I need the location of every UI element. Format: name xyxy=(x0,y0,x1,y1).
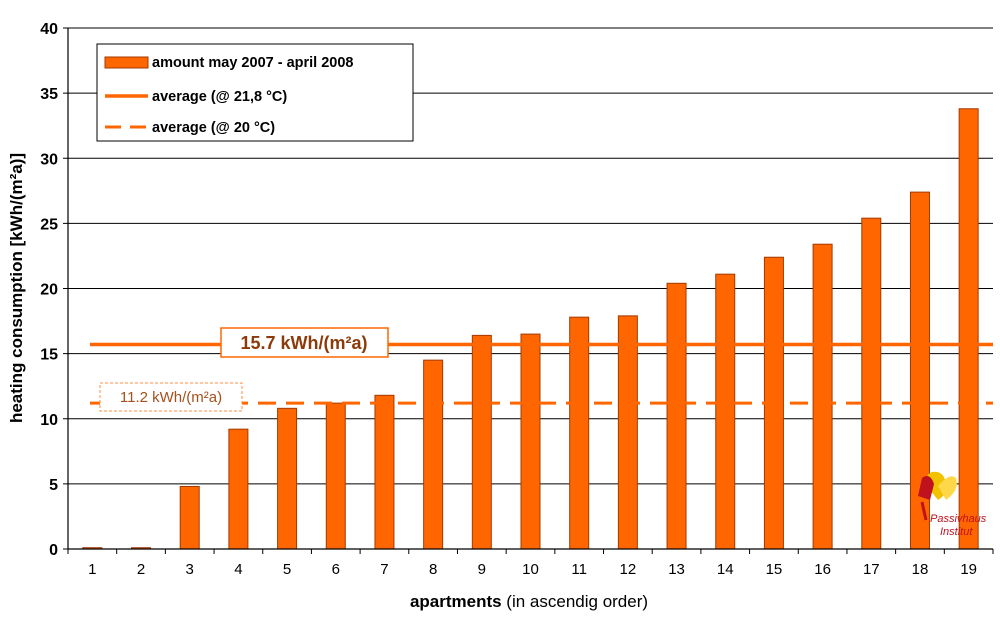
axes xyxy=(67,28,994,554)
x-tick-label: 19 xyxy=(960,561,977,578)
x-tick-label: 5 xyxy=(283,561,291,578)
x-tick-label: 3 xyxy=(186,561,194,578)
y-tick-label: 5 xyxy=(49,477,58,494)
avg-label-21-8: 15.7 kWh/(m²a) xyxy=(220,327,389,358)
y-tick-label: 10 xyxy=(40,412,58,429)
bar xyxy=(617,315,638,550)
y-axis-title: heating consumption [kWh/(m²a)] xyxy=(7,153,26,423)
x-axis-title-bold: apartments xyxy=(410,592,502,611)
x-axis-title: apartments (in ascendig order) xyxy=(410,592,648,611)
x-tick-label: 15 xyxy=(766,561,783,578)
x-tick-label: 12 xyxy=(620,561,637,578)
bars xyxy=(82,108,979,550)
x-tick-label: 8 xyxy=(429,561,437,578)
bar xyxy=(423,359,444,550)
avg-label-20-box xyxy=(99,382,243,412)
x-tick-label: 2 xyxy=(137,561,145,578)
legend-label-avg-21-8: average (@ 21,8 °C) xyxy=(152,89,287,105)
x-tick-label: 11 xyxy=(571,561,587,578)
bar xyxy=(812,243,833,550)
x-tick-label: 6 xyxy=(332,561,340,578)
logo-text-line1: Passivhaus xyxy=(930,513,987,525)
y-tick-label: 30 xyxy=(40,151,58,168)
x-tick-label: 17 xyxy=(863,561,880,578)
x-tick-label: 16 xyxy=(814,561,831,578)
y-tick-label: 0 xyxy=(49,542,58,559)
bar xyxy=(569,316,590,550)
x-tick-labels: 1 2 3 4 5 6 7 8 9 10 11 12 13 14 15 16 17 18 19 xyxy=(88,561,977,578)
logo-text-line2: Institut xyxy=(940,526,973,538)
x-tick-label: 10 xyxy=(522,561,539,578)
x-axis-title-rest: (in ascendig order) xyxy=(502,592,648,611)
y-tick-label: 40 xyxy=(40,21,58,38)
y-tick-label: 15 xyxy=(40,347,58,364)
bar xyxy=(520,333,541,550)
avg-label-20-text: 11.2 kWh/(m²a) xyxy=(120,389,222,406)
bar xyxy=(277,407,298,550)
bar xyxy=(958,108,979,550)
bar xyxy=(325,402,346,550)
avg-label-21-8-text: 15.7 kWh/(m²a) xyxy=(240,333,367,353)
x-tick-label: 1 xyxy=(88,561,96,578)
x-tick-label: 7 xyxy=(380,561,388,578)
x-tick-label: 4 xyxy=(234,561,242,578)
bar xyxy=(374,394,395,550)
bar xyxy=(666,282,687,550)
y-tick-label: 25 xyxy=(40,216,58,233)
y-tick-label: 35 xyxy=(40,86,58,103)
x-tick-label: 13 xyxy=(668,561,685,578)
avg-label-21-8-box xyxy=(220,327,389,358)
bar xyxy=(179,485,200,550)
bar xyxy=(471,334,492,550)
avg-label-20: 11.2 kWh/(m²a) xyxy=(99,382,243,412)
legend-label-avg-20: average (@ 20 °C) xyxy=(152,120,275,136)
bar xyxy=(228,428,249,550)
bar xyxy=(715,273,736,550)
legend-label-amount: amount may 2007 - april 2008 xyxy=(152,55,354,71)
passivhaus-logo-mark xyxy=(918,471,957,521)
x-tick-label: 9 xyxy=(478,561,486,578)
x-tick-label: 14 xyxy=(717,561,734,578)
legend-box xyxy=(96,43,414,142)
legend-swatch-bar xyxy=(104,56,149,69)
legend: amount may 2007 - april 2008 average (@ … xyxy=(96,43,414,142)
y-tick-labels: 0 5 10 15 20 25 30 35 40 xyxy=(40,21,58,559)
passivhaus-logo: Passivhaus Institut xyxy=(918,471,987,538)
y-tick-label: 20 xyxy=(40,282,58,299)
bar xyxy=(861,217,882,550)
x-tick-label: 18 xyxy=(912,561,929,578)
